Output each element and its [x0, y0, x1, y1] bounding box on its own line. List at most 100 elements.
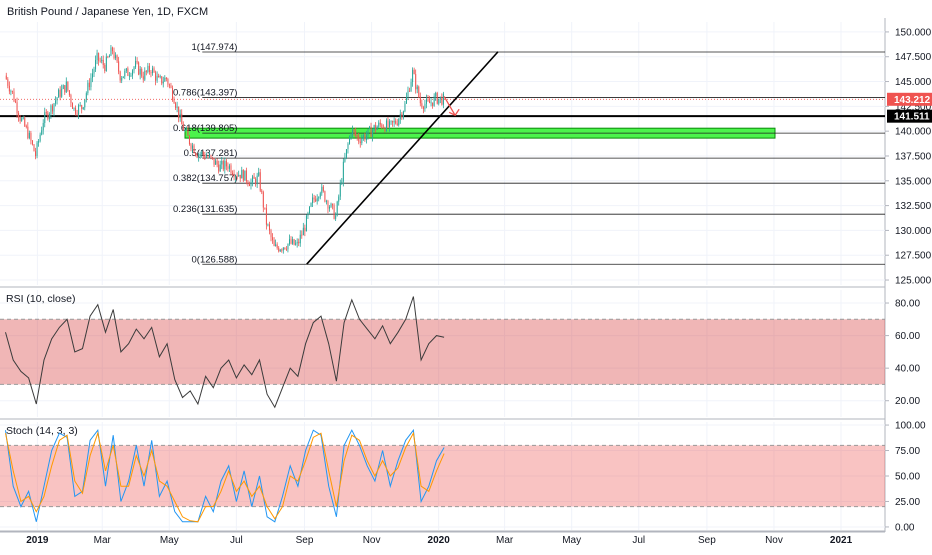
- stoch-tick-label: 100.00: [895, 421, 926, 432]
- candle-body: [55, 100, 57, 104]
- candle-body: [73, 107, 75, 109]
- price-tick-label: 140.000: [895, 127, 932, 138]
- candle-body: [347, 143, 349, 150]
- candle-body: [296, 241, 298, 244]
- candle-body: [30, 132, 32, 141]
- candle-body: [147, 65, 149, 72]
- candle-body: [310, 203, 312, 207]
- time-axis-label: 2020: [428, 535, 451, 546]
- candle-body: [405, 97, 407, 104]
- candle-body: [273, 240, 275, 247]
- candle-body: [18, 113, 20, 118]
- candle-body: [410, 82, 412, 92]
- candle-body: [48, 114, 50, 119]
- candle-body: [128, 75, 130, 77]
- time-axis[interactable]: 2019 Mar May Jul Sep Nov 2020 Mar May Jul Sep Nov 20…: [0, 530, 885, 546]
- candle-body: [332, 203, 334, 206]
- candle-body: [284, 247, 286, 249]
- candle-body: [156, 75, 158, 81]
- time-axis-label: Jul: [632, 535, 645, 546]
- candle-body: [389, 121, 391, 127]
- candle-body: [91, 73, 93, 78]
- candle-body: [67, 81, 69, 91]
- candle-body: [384, 127, 386, 132]
- candle-body: [192, 145, 194, 149]
- candle-body: [252, 176, 254, 183]
- candle-body: [356, 135, 358, 137]
- projection-arrow[interactable]: [443, 96, 456, 116]
- candle-body: [429, 100, 431, 104]
- candle-body: [329, 207, 331, 209]
- candle-body: [361, 138, 363, 144]
- candle-body: [265, 208, 267, 225]
- candle-body: [24, 117, 26, 127]
- price-pane[interactable]: 150.000 147.500 145.000 142.500 140.000 137.5…: [0, 18, 932, 530]
- price-tick-label: 130.000: [895, 226, 932, 237]
- candle-body: [222, 160, 224, 170]
- candle-body: [111, 47, 113, 52]
- candle-body: [155, 72, 157, 81]
- candle-body: [210, 155, 212, 158]
- candle-body: [188, 135, 190, 145]
- candle-body: [13, 91, 15, 102]
- candle-body: [372, 129, 374, 137]
- candle-body: [195, 153, 197, 155]
- candle-body: [113, 51, 115, 59]
- candle-body: [201, 152, 203, 155]
- candle-body: [59, 89, 61, 97]
- candle-body: [135, 61, 137, 68]
- candle-body: [58, 89, 60, 98]
- candle-body: [158, 75, 160, 78]
- stoch-tick-label: 25.00: [895, 497, 920, 508]
- candle-body: [279, 249, 281, 252]
- candle-body: [245, 170, 247, 182]
- candle-body: [268, 224, 270, 231]
- candle-body: [215, 160, 217, 165]
- candle-body: [196, 154, 198, 158]
- candle-body: [365, 135, 367, 140]
- candle-body: [141, 68, 143, 77]
- candle-body: [353, 129, 355, 132]
- candle-body: [42, 122, 44, 131]
- candle-body: [341, 181, 343, 184]
- candle-body: [264, 207, 266, 209]
- price-tick-label: 132.500: [895, 201, 932, 212]
- rsi-pane[interactable]: 80.00 60.00 40.00 20.00 RSI (10, close): [0, 286, 920, 420]
- candle-body: [230, 165, 232, 173]
- candle-body: [175, 103, 177, 108]
- candle-body: [387, 120, 389, 127]
- candle-body: [224, 160, 226, 170]
- candle-body: [102, 59, 104, 65]
- time-axis-label: May: [562, 535, 581, 546]
- candle-body: [438, 98, 440, 104]
- candle-body: [344, 157, 346, 162]
- trendline[interactable]: [306, 51, 499, 265]
- candle-body: [5, 75, 7, 80]
- rsi-tick-label: 20.00: [895, 396, 920, 407]
- candle-body: [281, 249, 283, 251]
- candle-body: [441, 96, 443, 105]
- candle-body: [33, 144, 35, 152]
- candle-body: [161, 76, 163, 84]
- candle-body: [375, 125, 377, 130]
- candle-body: [76, 113, 78, 115]
- candle-body: [122, 76, 124, 78]
- candle-body: [324, 191, 326, 202]
- candle-body: [418, 86, 420, 97]
- candle-body: [409, 90, 411, 92]
- candle-body: [316, 198, 318, 202]
- candle-body: [390, 120, 392, 122]
- candle-body: [21, 118, 23, 121]
- candle-body: [35, 151, 37, 157]
- candle-body: [39, 134, 41, 142]
- candle-body: [84, 99, 86, 108]
- candle-body: [53, 103, 55, 112]
- candle-body: [110, 47, 112, 56]
- rsi-tick-label: 60.00: [895, 331, 920, 342]
- candle-body: [435, 92, 437, 97]
- candle-body: [427, 98, 429, 101]
- candle-body: [41, 130, 43, 135]
- candle-body: [85, 93, 87, 100]
